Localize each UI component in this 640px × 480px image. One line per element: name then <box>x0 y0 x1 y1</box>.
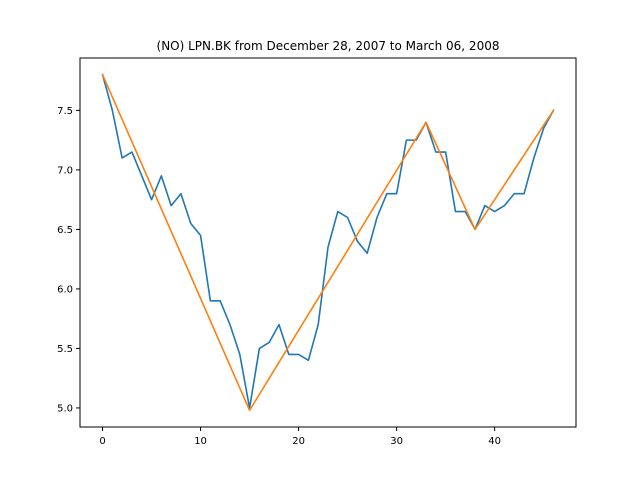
series-layer <box>101 73 555 412</box>
x-tick-label: 0 <box>99 436 105 447</box>
plot-area-frame <box>79 57 577 428</box>
y-tick-label: 5.0 <box>57 403 73 414</box>
y-tick-label: 7.0 <box>57 165 73 176</box>
x-tick-label: 10 <box>194 436 207 447</box>
y-tick-label: 6.0 <box>57 284 73 295</box>
x-tick-label: 40 <box>488 436 501 447</box>
axes-layer: 0 10 20 30 40 5.0 5.5 6.0 6.5 7.0 7.5 <box>57 106 501 447</box>
series-line-0 <box>101 73 555 409</box>
chart-title: (NO) LPN.BK from December 28, 2007 to Ma… <box>157 39 500 53</box>
series-line-1 <box>101 73 555 412</box>
x-tick-label: 20 <box>292 436 305 447</box>
y-tick-label: 7.5 <box>57 106 73 117</box>
y-tick-label: 6.5 <box>57 225 73 236</box>
x-tick-label: 30 <box>390 436 403 447</box>
y-tick-label: 5.5 <box>57 344 73 355</box>
